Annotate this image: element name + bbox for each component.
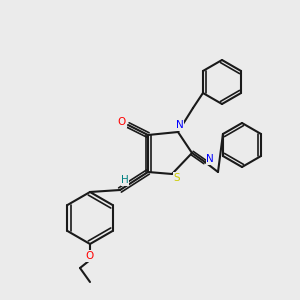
Text: N: N: [176, 120, 184, 130]
Text: O: O: [86, 251, 94, 261]
Text: S: S: [174, 173, 180, 183]
Text: O: O: [118, 117, 126, 127]
Text: H: H: [121, 175, 129, 185]
Text: N: N: [206, 154, 214, 164]
